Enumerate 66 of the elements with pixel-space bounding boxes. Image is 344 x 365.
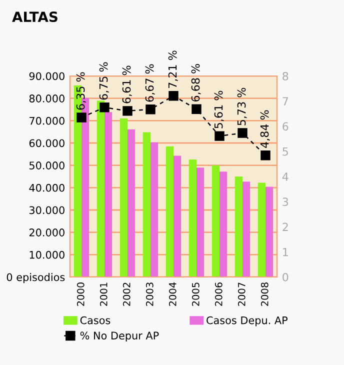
y2-tick-label: 8 — [282, 72, 288, 80]
data-label: 5,61 % — [214, 90, 224, 128]
y-tick-label: 20.000 — [29, 228, 64, 236]
x-tick-label: 2008 — [260, 282, 268, 306]
y-tick-label: 40.000 — [29, 184, 64, 192]
point — [100, 102, 110, 112]
y2-tick-label: 7 — [282, 97, 288, 106]
y-tick-label: 70.000 — [30, 116, 64, 125]
data-label: 6,61 % — [122, 66, 132, 104]
bar — [212, 165, 220, 277]
bar — [220, 172, 228, 277]
point — [238, 128, 248, 138]
x-tick-label: 2003 — [146, 282, 154, 306]
y2-tick-label: 3 — [282, 198, 288, 206]
point — [192, 104, 202, 114]
data-label: 5,73 % — [237, 88, 247, 126]
bar — [188, 160, 196, 277]
bar — [266, 186, 274, 277]
bar — [150, 142, 158, 277]
point — [122, 106, 132, 116]
data-label: 6,35 % — [76, 72, 86, 110]
point — [214, 131, 224, 141]
legend-label: Casos — [80, 316, 110, 324]
data-label: 6,75 % — [99, 62, 109, 100]
bar — [128, 129, 136, 277]
y2-tick-label: 6 — [282, 122, 288, 131]
x-tick-label: 2007 — [238, 282, 246, 306]
x-tick-label: 2005 — [192, 282, 200, 306]
bar — [120, 118, 128, 277]
y-tick-label: 60.000 — [29, 139, 64, 148]
y-tick-label: 90.000 — [29, 72, 64, 80]
point — [76, 112, 86, 122]
data-label: 7,21 % — [168, 50, 178, 88]
chart-title: ALTAS — [12, 12, 58, 22]
bar — [166, 146, 174, 277]
x-tick-label: 2000 — [76, 282, 84, 306]
data-label: 4,84 % — [260, 110, 270, 148]
bar — [174, 156, 182, 277]
y2-tick-label: 4 — [282, 172, 288, 181]
bar — [234, 176, 242, 277]
y2-tick-label: 1 — [283, 248, 288, 256]
bar — [104, 112, 112, 277]
y-tick-label: 80.000 — [29, 94, 64, 102]
x-tick-label: 2004 — [168, 282, 176, 306]
bar — [242, 182, 250, 277]
bar — [142, 132, 150, 277]
legend-label: % No Depur AP — [80, 332, 159, 342]
data-label: 6,67 % — [145, 64, 155, 102]
x-tick-label: 2001 — [100, 282, 108, 306]
bar — [196, 168, 204, 277]
point — [146, 104, 156, 114]
point — [168, 90, 178, 101]
y-tick-label: 0 episodios — [6, 273, 65, 284]
y-tick-label: 50.000 — [29, 162, 64, 170]
bar — [258, 182, 266, 277]
data-label: 6,68 % — [191, 64, 201, 102]
x-tick-label: 2002 — [122, 282, 130, 306]
legend-label: Casos Depu. AP — [206, 316, 288, 326]
y2-tick-label: 5 — [282, 147, 288, 156]
y-tick-label: 30.000 — [29, 206, 64, 214]
y-tick-label: 10.000 — [30, 250, 64, 259]
y2-tick-label: 0 — [282, 272, 288, 282]
y2-tick-label: 2 — [282, 222, 288, 231]
x-tick-label: 2006 — [214, 282, 222, 306]
bar — [96, 100, 104, 277]
point — [260, 150, 270, 160]
